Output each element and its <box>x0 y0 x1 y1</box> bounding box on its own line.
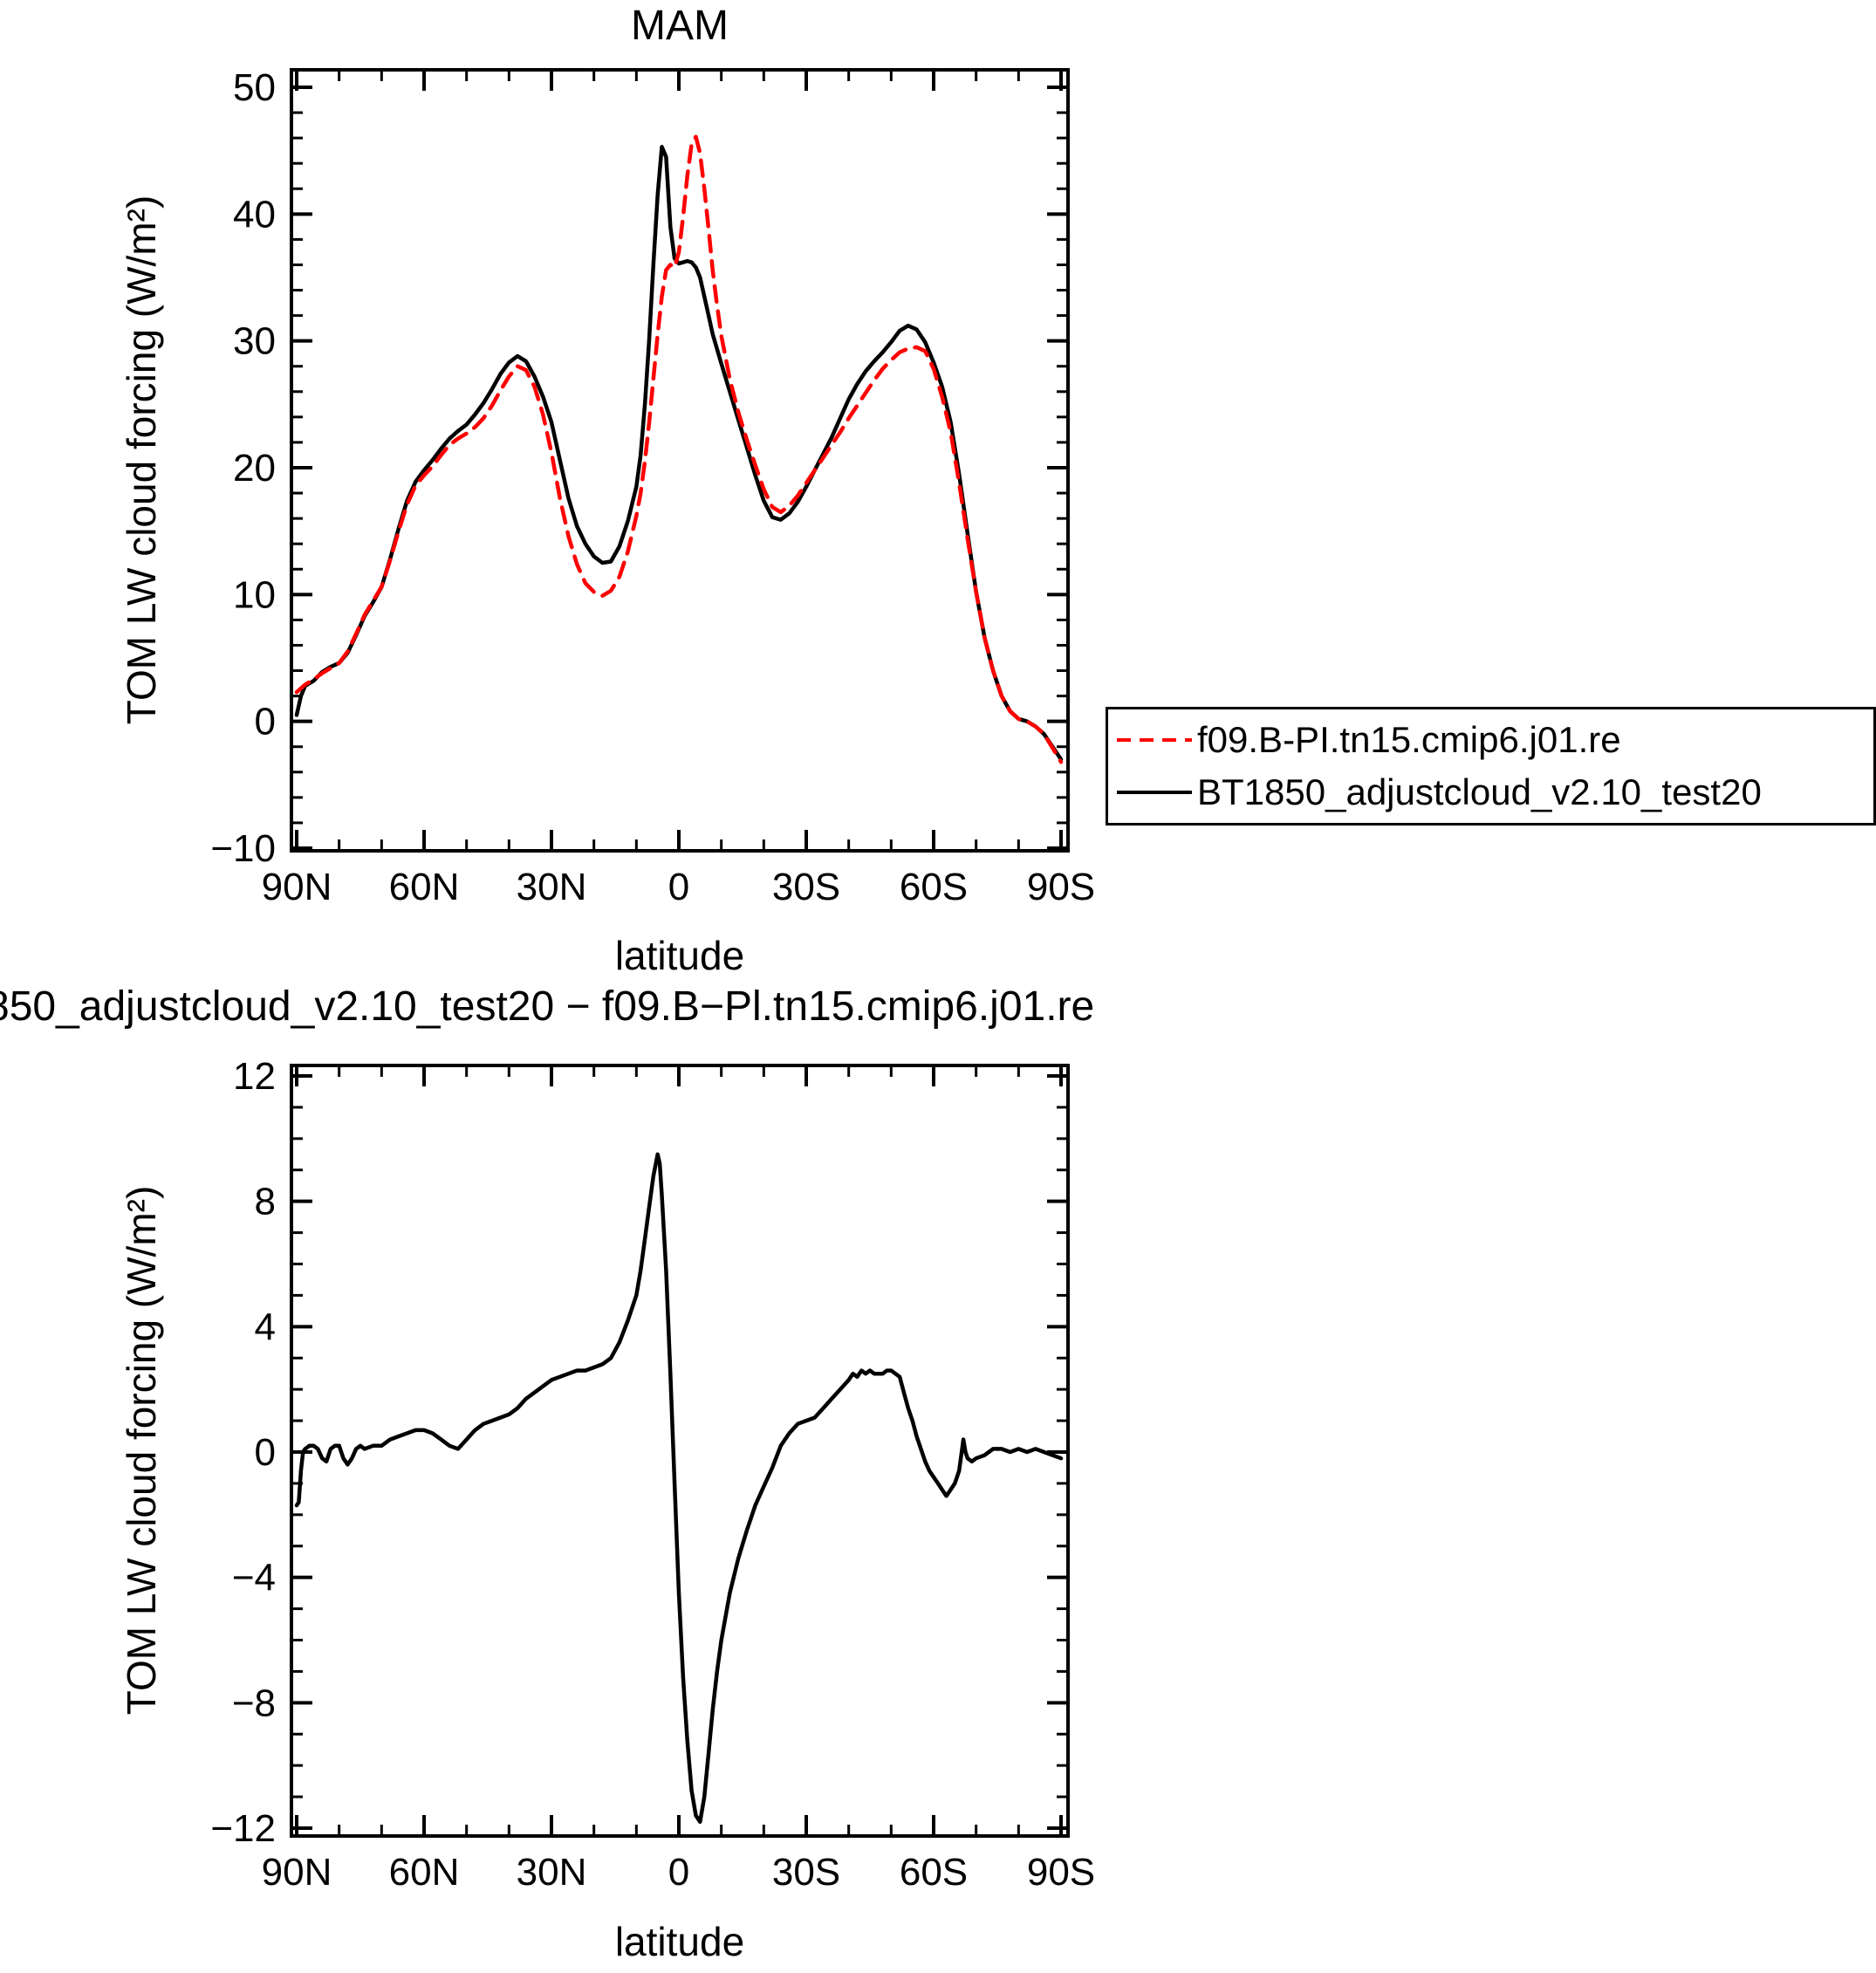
legend-label-bt1850: BT1850_adjustcloud_v2.10_test20 <box>1197 771 1762 812</box>
svg-text:0: 0 <box>668 1851 689 1894</box>
svg-text:30N: 30N <box>517 1851 587 1894</box>
svg-text:30: 30 <box>233 320 276 363</box>
svg-text:40: 40 <box>233 193 276 236</box>
svg-text:20: 20 <box>233 447 276 490</box>
svg-text:50: 50 <box>233 66 276 109</box>
legend-item-bt1850: BT1850_adjustcloud_v2.10_test20 <box>1115 771 1873 813</box>
legend-label-f09: f09.B-PI.tn15.cmip6.j01.re <box>1197 719 1621 761</box>
svg-text:−8: −8 <box>232 1682 276 1724</box>
svg-text:90N: 90N <box>262 1851 332 1894</box>
svg-text:0: 0 <box>668 866 689 908</box>
top-chart-x-axis-label: latitude <box>614 933 745 978</box>
legend-item-f09: f09.B-PI.tn15.cmip6.j01.re <box>1115 719 1873 761</box>
svg-text:60N: 60N <box>389 866 460 908</box>
svg-text:12: 12 <box>233 1055 276 1098</box>
bottom-chart-y-axis-label: TOM LW cloud forcing (W/m²) <box>119 1185 164 1716</box>
bottom-chart-title: 850_adjustcloud_v2.10_test20 − f09.B−Pl.… <box>0 983 1095 1030</box>
svg-text:90S: 90S <box>1027 1851 1095 1894</box>
svg-text:10: 10 <box>233 573 276 616</box>
top-chart-y-axis-label: TOM LW cloud forcing (W/m²) <box>119 195 164 725</box>
svg-text:−12: −12 <box>210 1807 276 1850</box>
bottom-chart-x-axis-label: latitude <box>614 1919 745 1964</box>
svg-text:8: 8 <box>255 1181 276 1223</box>
svg-text:30N: 30N <box>517 866 587 908</box>
svg-text:4: 4 <box>255 1305 276 1348</box>
svg-text:0: 0 <box>255 1431 276 1474</box>
svg-text:90N: 90N <box>262 866 332 908</box>
top-chart-legend: f09.B-PI.tn15.cmip6.j01.re BT1850_adjust… <box>1106 707 1876 826</box>
svg-text:60S: 60S <box>900 1851 968 1894</box>
svg-text:30S: 30S <box>772 866 840 908</box>
svg-text:−10: −10 <box>210 827 276 870</box>
black-solid-line-icon <box>1117 790 1192 794</box>
svg-text:−4: −4 <box>232 1557 276 1600</box>
red-dashed-line-icon <box>1117 738 1192 743</box>
top-chart-title: MAM <box>631 3 729 49</box>
svg-text:60N: 60N <box>389 1851 460 1894</box>
svg-text:60S: 60S <box>900 866 968 908</box>
svg-text:0: 0 <box>255 701 276 743</box>
svg-text:30S: 30S <box>772 1851 840 1894</box>
svg-text:90S: 90S <box>1027 866 1095 908</box>
